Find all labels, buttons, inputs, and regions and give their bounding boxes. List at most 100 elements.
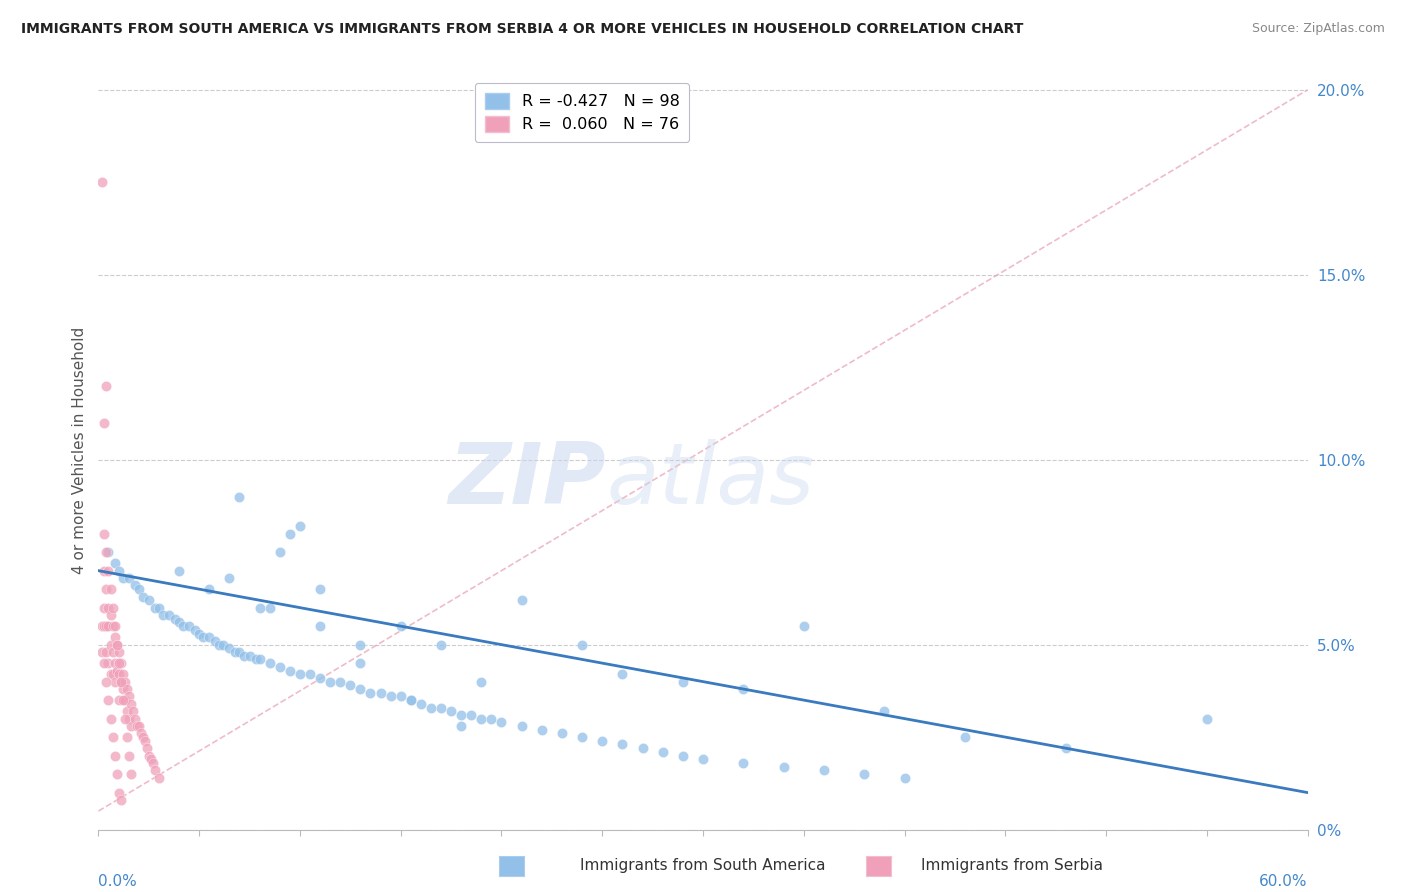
Point [152,608,174,623]
Point [96,378,118,392]
Point [399,693,422,707]
Point [93,656,115,670]
Point [103,619,125,633]
Point [96,582,118,596]
Point [339,678,361,692]
Point [118,571,141,585]
Point [733,756,755,770]
Point [93,619,115,633]
Point [631,741,654,756]
Point [349,656,371,670]
Text: Source: ZipAtlas.com: Source: ZipAtlas.com [1251,22,1385,36]
Point [105,638,128,652]
Point [128,582,150,596]
Point [167,564,190,578]
Point [212,638,235,652]
Point [100,667,122,681]
Point [91,175,114,189]
Point [132,590,155,604]
Point [111,667,134,681]
Point [953,730,976,744]
Point [571,638,593,652]
Point [360,686,382,700]
Point [101,619,124,633]
Point [249,600,271,615]
Point [491,715,513,730]
Point [124,578,146,592]
Point [591,733,613,747]
Point [389,690,412,704]
Text: 60.0%: 60.0% [1260,874,1308,889]
Point [134,733,156,747]
Point [208,638,231,652]
Text: atlas: atlas [606,439,814,523]
Point [692,752,714,766]
Point [853,767,876,781]
Point [111,571,134,585]
Point [551,726,574,740]
Point [399,693,422,707]
Point [218,641,240,656]
Point [278,664,301,678]
Point [103,630,125,644]
Point [138,593,160,607]
Point [107,667,129,681]
Point [91,645,114,659]
Text: Immigrants from South America: Immigrants from South America [581,858,825,872]
Point [143,600,166,615]
Point [288,667,311,681]
Point [772,760,794,774]
Point [440,704,463,718]
Point [224,645,246,659]
Point [309,671,332,685]
Point [111,681,134,696]
Point [793,619,815,633]
Point [103,656,125,670]
Point [107,693,129,707]
Point [115,704,138,718]
Point [148,771,170,785]
Point [93,600,115,615]
Point [380,690,402,704]
Point [111,693,134,707]
Point [107,656,129,670]
Point [269,545,291,559]
Point [409,697,432,711]
Point [510,593,533,607]
Point [96,619,118,633]
Point [132,730,155,744]
Point [198,582,221,596]
Point [142,756,165,770]
Point [100,638,122,652]
Point [228,490,250,504]
Point [110,674,132,689]
Point [232,648,254,663]
Point [172,619,194,633]
Point [120,697,142,711]
Point [239,648,262,663]
Point [672,674,695,689]
Point [193,630,215,644]
Point [114,712,136,726]
Point [114,693,136,707]
Point [105,638,128,652]
Point [349,638,371,652]
Point [93,564,115,578]
Point [97,619,120,633]
Point [813,764,835,778]
Point [103,674,125,689]
Point [349,681,371,696]
Point [259,600,281,615]
Point [135,741,157,756]
Point [612,738,634,752]
Point [430,638,453,652]
Point [510,719,533,733]
Y-axis label: 4 or more Vehicles in Household: 4 or more Vehicles in Household [72,326,87,574]
Point [204,634,226,648]
Point [103,556,125,570]
Point [481,712,503,726]
Point [97,600,120,615]
Point [184,623,207,637]
Point [97,656,120,670]
Point [121,704,143,718]
